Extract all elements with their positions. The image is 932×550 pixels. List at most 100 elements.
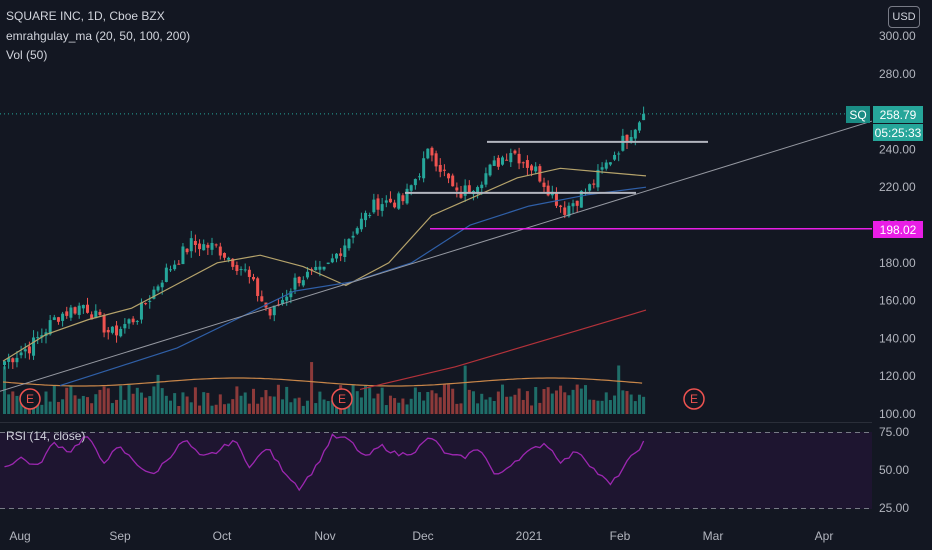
candle-body — [127, 319, 131, 324]
volume-bar — [164, 395, 168, 414]
candle-body — [509, 153, 513, 163]
candle-body — [160, 282, 164, 288]
candle-body — [380, 204, 384, 211]
candle-body — [438, 164, 442, 172]
svg-text:198.02: 198.02 — [880, 223, 917, 237]
candle-body — [48, 320, 52, 335]
volume-bar — [326, 401, 330, 414]
candle-body — [243, 269, 247, 271]
candle-body — [571, 203, 575, 207]
time-axis-ticks: Aug Sep Oct Nov Dec 2021 Feb Mar Apr — [9, 529, 833, 543]
candle-body — [326, 262, 330, 264]
candle-body — [459, 192, 463, 198]
price-tick-label: 280.00 — [879, 67, 916, 81]
candle-body — [588, 184, 592, 191]
volume-indicator-label[interactable]: Vol (50) — [6, 48, 48, 62]
candle-body — [148, 300, 152, 302]
candle-body — [289, 291, 293, 298]
volume-bar — [380, 387, 384, 414]
volume-bar — [546, 387, 550, 414]
time-tick-label: Dec — [412, 529, 433, 543]
price-tick-label: 300.00 — [879, 29, 916, 43]
volume-bar — [368, 387, 372, 414]
candle-body — [15, 357, 19, 363]
volume-bar — [222, 404, 226, 414]
volume-bar — [256, 403, 260, 414]
symbol-title[interactable]: SQUARE INC, 1D, Cboe BZX — [6, 9, 165, 23]
candle-body — [608, 162, 612, 165]
rsi-indicator-label[interactable]: RSI (14, close) — [6, 429, 86, 443]
price-tick-label: 100.00 — [879, 407, 916, 421]
overlays — [0, 113, 873, 392]
candle-body — [239, 269, 243, 271]
earnings-marker-nov[interactable]: E — [331, 388, 353, 410]
volume-bar — [388, 395, 392, 414]
candle-body — [206, 244, 210, 248]
volume-bar — [364, 385, 368, 414]
volume-bar — [330, 400, 334, 414]
candle-body — [222, 253, 226, 258]
earnings-marker-feb[interactable]: E — [683, 388, 705, 410]
volume-bar — [44, 391, 48, 414]
volume-bar — [480, 393, 484, 414]
volume-bar — [77, 398, 81, 414]
volume-bar — [447, 384, 451, 414]
earnings-marker-aug[interactable]: E — [19, 388, 41, 410]
volume-bar — [584, 385, 587, 414]
volume-bar — [202, 392, 206, 414]
candle-body — [73, 307, 77, 314]
candles — [3, 106, 646, 370]
price-pane — [0, 0, 872, 422]
volume-bar — [538, 402, 542, 414]
candle-body — [314, 266, 318, 271]
time-tick-label: Mar — [703, 529, 724, 543]
candle-body — [521, 162, 525, 164]
candle-body — [505, 159, 509, 161]
candle-body — [393, 202, 397, 208]
time-tick-label: 2021 — [516, 529, 543, 543]
candle-body — [135, 320, 139, 322]
candle-body — [368, 215, 372, 217]
candle-body — [144, 303, 148, 305]
volume-bar — [102, 386, 106, 414]
candle-body — [202, 244, 206, 251]
candle-body — [272, 305, 276, 316]
svg-text:SQ: SQ — [849, 108, 866, 122]
volume-bar — [198, 405, 202, 414]
volume-bar — [56, 401, 60, 414]
candle-body — [621, 135, 625, 151]
price-axis[interactable] — [872, 0, 932, 550]
candle-body — [65, 311, 69, 316]
ma-line-ma20 — [2, 167, 647, 362]
candle-body — [94, 310, 98, 319]
candle-body — [637, 122, 641, 131]
volume-bar — [73, 395, 77, 414]
candle-body — [164, 267, 168, 282]
svg-text:258.79: 258.79 — [880, 108, 917, 122]
volume-bar — [471, 391, 475, 414]
volume-bar — [214, 404, 218, 414]
volume-bar — [509, 396, 513, 414]
candle-body — [517, 153, 521, 164]
volume-bar — [617, 365, 621, 414]
currency-button[interactable]: USD — [888, 6, 920, 28]
volume-bar — [355, 391, 359, 414]
candle-body — [231, 258, 235, 267]
volume-bar — [139, 392, 143, 414]
candle-body — [322, 266, 326, 270]
rsi-tick-label: 50.00 — [879, 463, 909, 477]
volume-bar — [264, 390, 268, 414]
candle-body — [513, 150, 517, 154]
volume-bar — [517, 388, 521, 414]
volume-bar — [293, 398, 297, 414]
time-tick-label: Feb — [610, 529, 631, 543]
volume-bar — [530, 405, 534, 414]
candle-body — [115, 325, 119, 336]
volume-bar — [442, 384, 446, 414]
ma-indicator-label[interactable]: emrahgulay_ma (20, 50, 100, 200) — [6, 29, 191, 43]
candle-body — [36, 337, 40, 339]
volume-bar — [252, 388, 255, 414]
volume-bar — [148, 396, 152, 414]
volume-bar — [156, 374, 160, 414]
